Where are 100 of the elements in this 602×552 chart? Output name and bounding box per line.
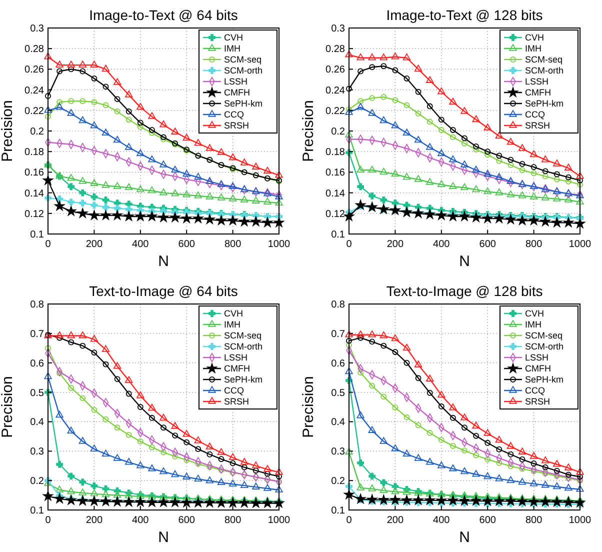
y-tick-label: 0.14 xyxy=(326,188,346,200)
x-tick-label: 200 xyxy=(86,239,103,250)
y-tick-label: 0.3 xyxy=(30,24,44,34)
legend-label: SCM-seq xyxy=(224,330,262,341)
y-tick-label: 0.2 xyxy=(331,476,346,488)
legend-label: IMH xyxy=(525,320,542,330)
legend-label: CCQ xyxy=(224,110,244,120)
x-tick-label: 200 xyxy=(86,515,103,526)
legend-label: CCQ xyxy=(224,386,244,396)
legend-label: SePH-km xyxy=(525,374,564,385)
x-tick-label: 800 xyxy=(224,239,242,250)
y-tick-label: 0.28 xyxy=(326,44,346,56)
legend-label: CCQ xyxy=(525,386,545,396)
legend-label: LSSH xyxy=(525,352,549,363)
legend-label: LSSH xyxy=(224,76,248,87)
legend-label: SRSH xyxy=(525,396,550,407)
y-tick-label: 0.28 xyxy=(24,44,44,56)
legend-label: LSSH xyxy=(525,76,549,87)
x-tick-label: 1000 xyxy=(568,515,592,526)
legend-label: SePH-km xyxy=(224,98,263,109)
x-tick-label: 600 xyxy=(479,515,496,526)
legend-label: IMH xyxy=(224,320,240,330)
legend-label: SCM-orth xyxy=(525,342,564,352)
legend-label: CMFH xyxy=(525,364,551,374)
legend-label: LSSH xyxy=(224,352,248,363)
legend-label: CMFH xyxy=(525,88,551,98)
x-tick-label: 0 xyxy=(45,515,52,526)
y-tick-label: 0.4 xyxy=(331,417,346,428)
y-tick-label: 0.3 xyxy=(331,446,346,458)
legend-label: SCM-seq xyxy=(525,54,563,65)
y-tick-label: 0.2 xyxy=(331,126,346,138)
y-tick-label: 0.3 xyxy=(30,446,44,458)
y-tick-label: 0.5 xyxy=(30,388,44,399)
y-tick-label: 0.12 xyxy=(326,208,346,220)
chart-title: Text-to-Image @ 64 bits xyxy=(89,283,238,299)
x-tick-label: 0 xyxy=(346,239,352,250)
x-tick-label: 1000 xyxy=(268,515,291,526)
legend-label: CVH xyxy=(224,308,244,319)
x-tick-label: 1000 xyxy=(568,239,592,250)
legend-label: SCM-orth xyxy=(224,66,263,76)
legend-label: SCM-orth xyxy=(224,342,263,352)
chart-title: Image-to-Text @ 128 bits xyxy=(386,7,543,23)
y-tick-label: 0.16 xyxy=(24,168,44,179)
x-tick-label: 400 xyxy=(433,239,450,250)
x-axis-title: N xyxy=(459,253,470,270)
y-tick-label: 0.7 xyxy=(30,328,44,340)
y-tick-label: 0.26 xyxy=(24,64,44,76)
y-tick-label: 0.8 xyxy=(331,300,346,310)
y-tick-label: 0.6 xyxy=(30,358,44,370)
x-tick-label: 1000 xyxy=(268,239,291,250)
y-tick-label: 0.1 xyxy=(30,506,44,516)
x-tick-label: 400 xyxy=(433,515,450,526)
y-tick-label: 0.14 xyxy=(24,188,44,200)
x-tick-label: 800 xyxy=(525,239,543,250)
x-axis-title: N xyxy=(158,253,169,270)
y-tick-label: 0.12 xyxy=(24,208,44,220)
x-tick-label: 800 xyxy=(224,515,242,526)
y-tick-label: 0.18 xyxy=(326,147,346,158)
y-tick-label: 0.5 xyxy=(331,388,346,399)
legend-label: SRSH xyxy=(525,120,550,131)
legend-label: SePH-km xyxy=(525,98,564,109)
legend-label: SePH-km xyxy=(224,374,263,385)
x-axis-title: N xyxy=(158,529,169,546)
y-axis-title: Precision xyxy=(300,100,317,162)
x-tick-label: 800 xyxy=(525,515,543,526)
y-tick-label: 0.1 xyxy=(30,230,44,240)
legend-label: CCQ xyxy=(525,110,545,120)
y-tick-label: 0.24 xyxy=(326,85,346,96)
y-tick-label: 0.2 xyxy=(30,126,44,138)
x-tick-label: 400 xyxy=(132,515,150,526)
x-tick-label: 600 xyxy=(178,515,196,526)
x-tick-label: 600 xyxy=(178,239,196,250)
legend-label: CVH xyxy=(525,308,544,319)
x-tick-label: 400 xyxy=(132,239,150,250)
legend-label: SCM-orth xyxy=(525,66,564,76)
legend-label: SCM-seq xyxy=(525,330,563,341)
x-axis-title: N xyxy=(459,529,470,546)
y-axis-title: Precision xyxy=(0,100,16,162)
legend-label: CMFH xyxy=(224,88,250,98)
y-tick-label: 0.26 xyxy=(326,64,346,76)
x-tick-label: 600 xyxy=(479,239,496,250)
y-tick-label: 0.16 xyxy=(326,168,346,179)
legend-label: CMFH xyxy=(224,364,250,374)
y-tick-label: 0.7 xyxy=(331,328,346,340)
legend-label: IMH xyxy=(224,44,240,54)
y-tick-label: 0.8 xyxy=(30,300,44,310)
y-tick-label: 0.22 xyxy=(24,106,44,117)
y-tick-label: 0.24 xyxy=(24,85,44,96)
chart-title: Text-to-Image @ 128 bits xyxy=(386,283,543,299)
y-tick-label: 0.22 xyxy=(326,106,346,117)
chart-title: Image-to-Text @ 64 bits xyxy=(89,7,238,23)
legend-label: CVH xyxy=(525,32,544,43)
x-tick-label: 200 xyxy=(386,515,404,526)
y-tick-label: 0.6 xyxy=(331,358,346,370)
x-tick-label: 0 xyxy=(346,515,352,526)
y-tick-label: 0.4 xyxy=(30,417,44,428)
y-axis-title: Precision xyxy=(0,376,16,438)
x-tick-label: 200 xyxy=(386,239,404,250)
y-tick-label: 0.3 xyxy=(331,24,346,34)
y-tick-label: 0.18 xyxy=(24,147,44,158)
